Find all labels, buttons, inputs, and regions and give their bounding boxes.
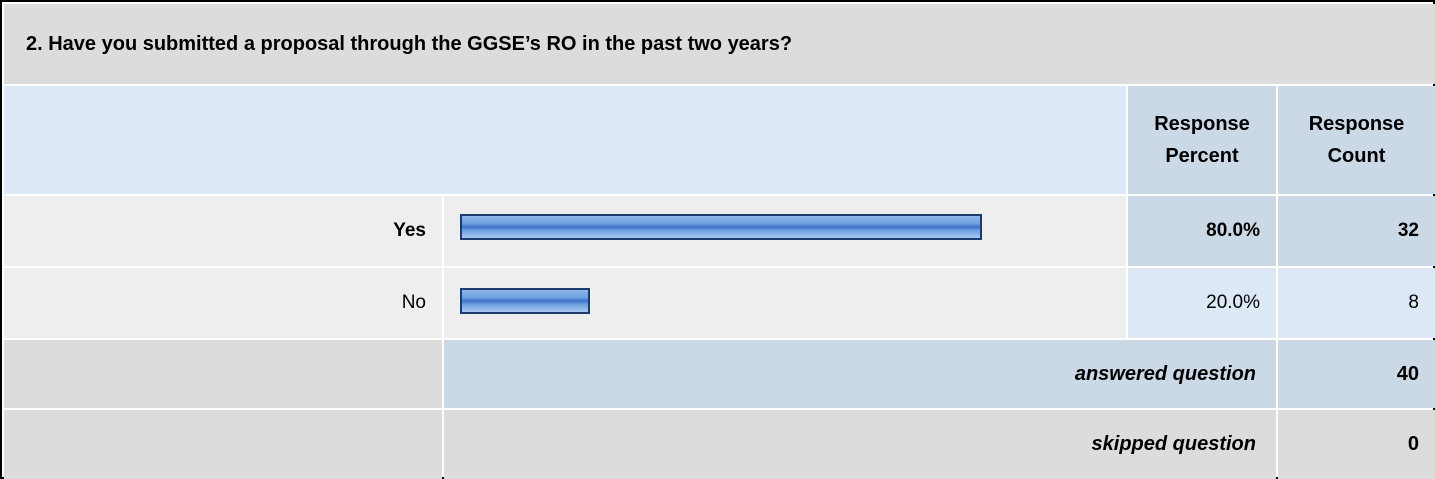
skipped-question-label: skipped question [444, 410, 1276, 479]
response-percent-header-line1: Response [1154, 113, 1250, 135]
answer-percent-yes: 80.0% [1128, 196, 1276, 266]
response-percent-header: Response Percent [1128, 86, 1276, 194]
answer-label-yes: Yes [4, 196, 442, 266]
answer-bar-yes [460, 214, 982, 240]
answered-question-label: answered question [444, 340, 1276, 408]
answer-percent-no: 20.0% [1128, 268, 1276, 338]
response-count-header-line2: Count [1327, 145, 1386, 167]
answered-blank-cell [4, 340, 442, 408]
answer-count-yes: 32 [1278, 196, 1435, 266]
answer-count-no: 8 [1278, 268, 1435, 338]
answered-question-value: 40 [1278, 340, 1435, 408]
response-count-header-line1: Response [1308, 113, 1405, 135]
answer-bar-cell-yes [444, 196, 1126, 266]
skipped-question-value: 0 [1278, 410, 1435, 479]
header-blank-cell [4, 86, 1126, 194]
question-title: 2. Have you submitted a proposal through… [4, 4, 1435, 84]
answer-label-no: No [4, 268, 442, 338]
skipped-blank-cell [4, 410, 442, 479]
response-count-header: Response Count [1278, 86, 1435, 194]
response-percent-header-line2: Percent [1165, 145, 1239, 167]
answer-bar-no [460, 288, 590, 314]
answer-bar-cell-no [444, 268, 1126, 338]
